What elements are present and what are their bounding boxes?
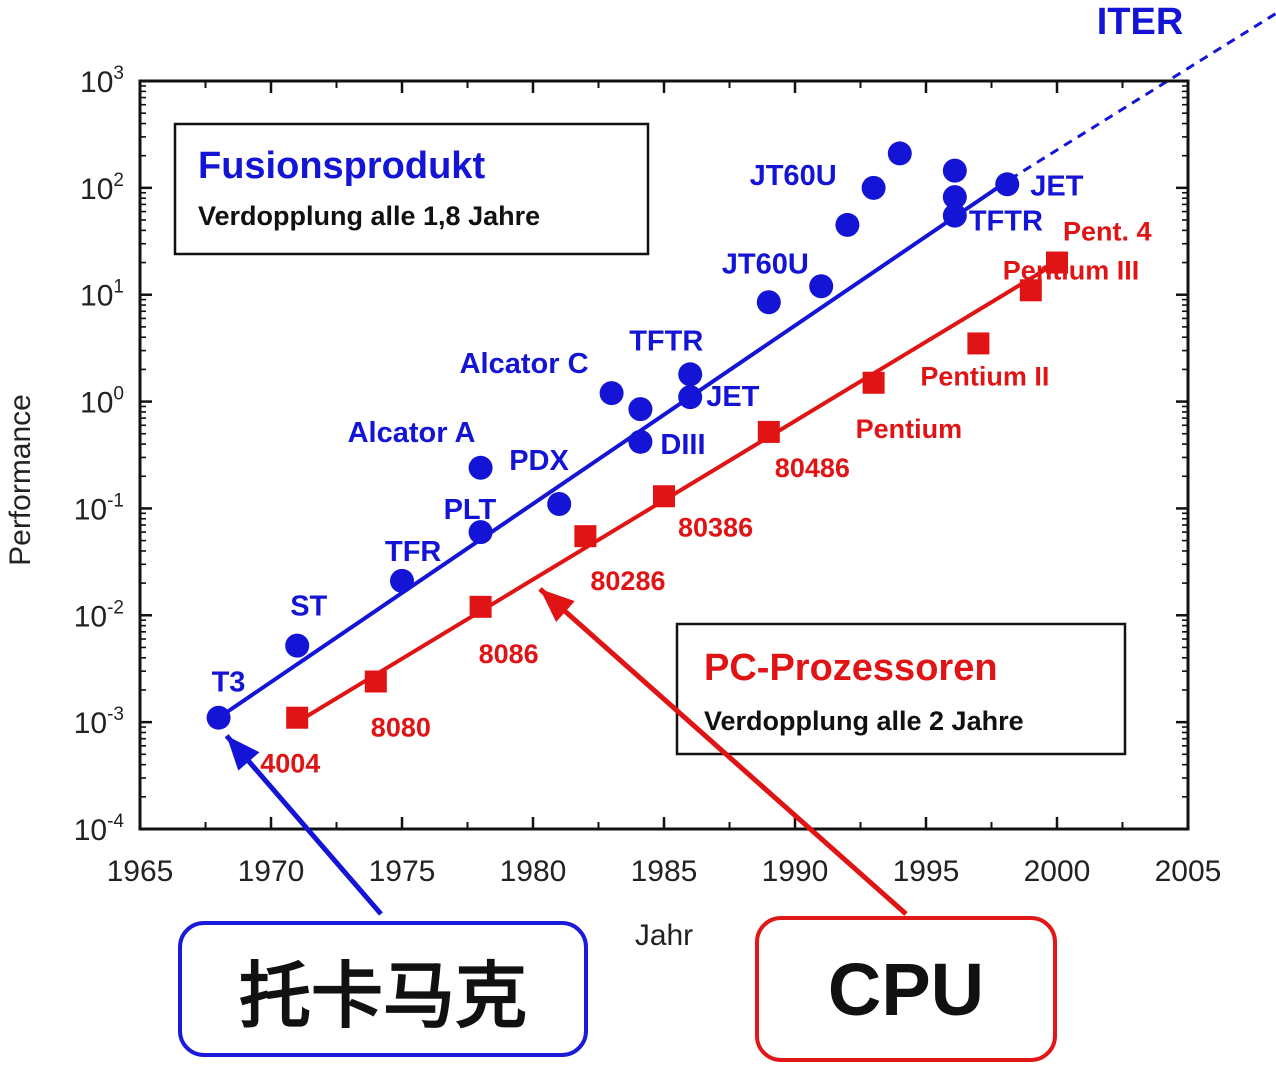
cpu-point-label: 8080 — [371, 713, 431, 743]
x-tick-label: 1995 — [893, 855, 960, 888]
cpu-data-point — [286, 706, 309, 729]
fusion-data-point — [678, 385, 703, 410]
fusion-data-point — [678, 362, 703, 387]
x-tick-label: 1975 — [369, 855, 436, 888]
x-tick-label: 2005 — [1155, 855, 1222, 888]
iter-label: ITER — [1097, 1, 1184, 43]
fusion-point-label: TFR — [385, 536, 441, 568]
fusion-point-label: ST — [290, 591, 327, 623]
fusion-data-point — [285, 633, 310, 658]
y-tick-label: 102 — [80, 170, 124, 206]
fusion-data-point — [628, 397, 653, 422]
cpu-point-label: 80286 — [590, 566, 665, 596]
fusion-data-point — [942, 158, 967, 183]
cpu-data-point — [967, 332, 990, 355]
cpu-trend-line — [296, 260, 1059, 724]
fusion-data-point — [390, 568, 414, 593]
fusion-note-box — [173, 122, 650, 256]
x-tick-label: 1990 — [762, 855, 829, 888]
fusion-data-point — [861, 175, 886, 200]
y-tick-label: 10-1 — [74, 490, 124, 526]
fusion-data-point — [468, 455, 493, 480]
tokamak-arrow-head — [226, 735, 260, 771]
fusion-data-point — [942, 203, 967, 228]
iter-extrapolation-line — [1009, 11, 1276, 181]
cpu-arrow-head — [540, 589, 575, 623]
fusion-trend-line — [217, 177, 1011, 720]
fusion-data-point — [547, 492, 572, 517]
cpu-note-text: Verdopplung alle 2 Jahre — [704, 706, 1024, 736]
fusion-data-point — [628, 429, 653, 454]
fusion-point-label: PDX — [509, 445, 569, 477]
tokamak-arrow-shaft — [224, 734, 383, 916]
cpu-data-point — [1046, 251, 1068, 274]
tokamak-callout-label: 托卡马克 — [238, 953, 527, 1038]
fusion-data-point — [835, 212, 860, 237]
cpu-data-point — [1019, 279, 1042, 302]
cpu-note-box — [675, 622, 1127, 756]
cpu-point-label: 8086 — [479, 639, 539, 669]
fusion-note-text: Verdopplung alle 1,8 Jahre — [198, 201, 540, 231]
cpu-data-point — [757, 420, 780, 443]
cpu-point-label: 80486 — [775, 453, 850, 483]
cpu-data-point — [653, 485, 675, 508]
fusion-point-label: JT60U — [722, 248, 809, 280]
fusion-note-title: Fusionsprodukt — [198, 145, 485, 187]
fusion-data-point — [206, 705, 231, 730]
fusion-point-label: JET — [706, 381, 759, 413]
cpu-point-label: Pentium — [856, 414, 963, 444]
cpu-point-label: Pent. 4 — [1063, 217, 1152, 247]
cpu-point-label: 80386 — [678, 512, 753, 542]
fusion-point-label: T3 — [212, 667, 246, 699]
fusion-data-point — [468, 520, 493, 545]
y-tick-label: 101 — [80, 277, 124, 313]
fusion-point-label: TFTR — [629, 325, 703, 357]
fusion-data-point — [942, 185, 967, 210]
y-tick-label: 100 — [80, 384, 124, 420]
cpu-data-point — [364, 670, 387, 693]
fusion-data-point — [995, 172, 1020, 197]
fusion-point-label: TFTR — [969, 206, 1043, 238]
tokamak-callout: 托卡马克 — [178, 921, 588, 1057]
fusion-point-label: Alcator C — [460, 348, 589, 380]
cpu-point-label: Pentium III — [1003, 255, 1140, 285]
fusion-point-label: JET — [1030, 170, 1083, 202]
fusion-data-point — [809, 274, 834, 299]
x-tick-label: 1980 — [500, 855, 567, 888]
fusion-data-point — [756, 290, 781, 315]
x-tick-label: 1965 — [107, 855, 174, 888]
y-axis-label: Performance — [4, 394, 37, 566]
cpu-data-point — [574, 525, 597, 548]
cpu-data-point — [862, 371, 885, 394]
fusion-point-label: Alcator A — [348, 417, 476, 449]
x-tick-label: 1985 — [631, 855, 698, 888]
y-tick-label: 10-2 — [74, 597, 124, 633]
y-tick-label: 10-3 — [74, 704, 124, 740]
fusion-point-label: JT60U — [750, 160, 837, 192]
y-tick-label: 103 — [80, 63, 124, 99]
x-axis-label: Jahr — [635, 919, 693, 952]
fusion-point-label: DIII — [660, 429, 705, 461]
x-tick-label: 1970 — [238, 855, 305, 888]
cpu-arrow-shaft — [538, 587, 908, 916]
cpu-note-title: PC-Prozessoren — [704, 647, 998, 689]
y-tick-label: 10-4 — [74, 811, 125, 847]
cpu-callout: CPU — [755, 916, 1057, 1062]
fusion-data-point — [599, 381, 624, 406]
cpu-data-point — [469, 595, 492, 618]
fusion-point-label: PLT — [444, 494, 497, 526]
x-tick-label: 2000 — [1024, 855, 1091, 888]
cpu-point-label: 4004 — [260, 749, 320, 779]
fusion-data-point — [887, 141, 912, 166]
cpu-callout-label: CPU — [827, 947, 985, 1031]
cpu-point-label: Pentium II — [920, 361, 1049, 391]
